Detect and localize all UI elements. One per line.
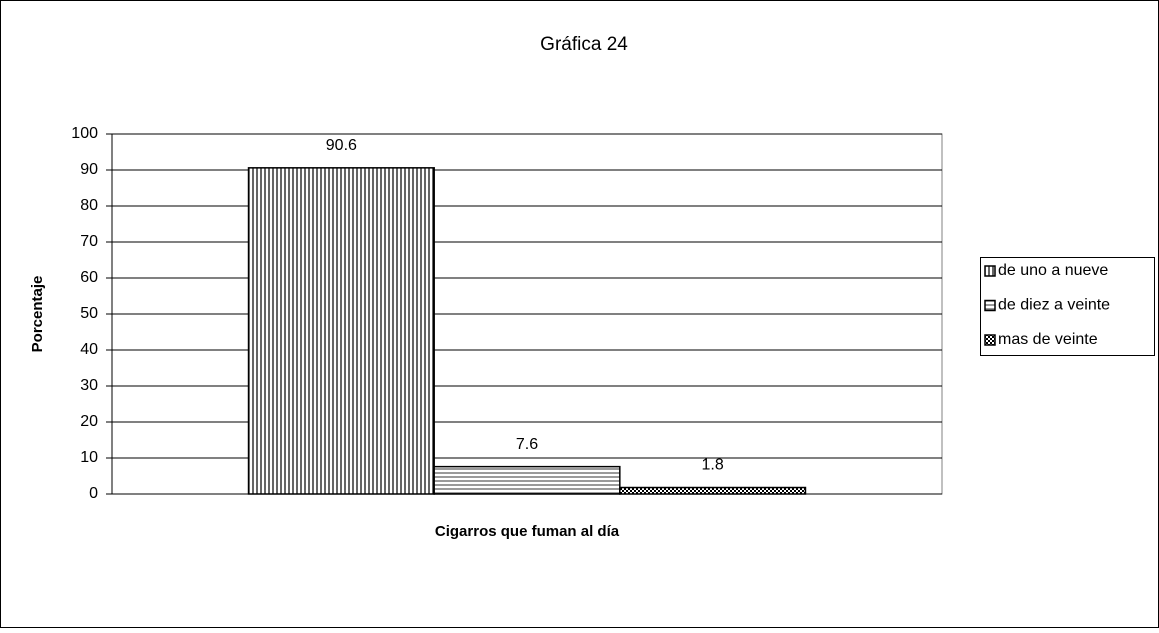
bar [433, 465, 621, 495]
y-tick-label: 40 [80, 341, 98, 358]
legend-swatch [984, 334, 996, 346]
value-label: 1.8 [702, 457, 724, 474]
bar [619, 486, 807, 495]
legend-label: de uno a nueve [998, 262, 1108, 279]
y-tick-label: 10 [80, 449, 98, 466]
y-tick-label: 50 [80, 305, 98, 322]
legend-swatch [984, 265, 996, 277]
y-tick-label: 80 [80, 197, 98, 214]
value-label: 90.6 [326, 137, 357, 154]
legend [980, 257, 1155, 356]
legend-swatch [984, 299, 996, 312]
chart-title: Gráfica 24 [540, 34, 628, 55]
y-tick-label: 70 [80, 233, 98, 250]
value-label: 7.6 [516, 436, 538, 453]
y-tick-label: 20 [80, 413, 98, 430]
legend-label: de diez a veinte [998, 297, 1110, 314]
legend-label: mas de veinte [998, 331, 1098, 348]
y-axis-label: Porcentaje [29, 276, 46, 353]
y-tick-label: 100 [71, 125, 98, 142]
bar [247, 167, 435, 495]
y-tick-label: 60 [80, 269, 98, 286]
y-tick-label: 0 [89, 485, 98, 502]
y-tick-label: 90 [80, 161, 98, 178]
y-tick-label: 30 [80, 377, 98, 394]
x-axis-label: Cigarros que fuman al día [435, 523, 620, 540]
